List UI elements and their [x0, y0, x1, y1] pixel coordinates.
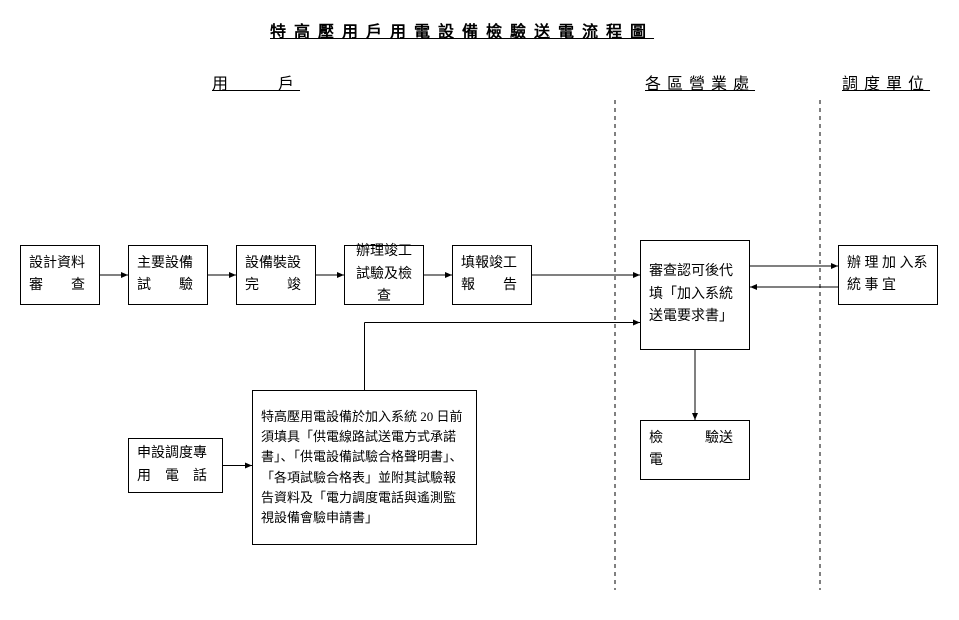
node-label: 審查認可後代填「加入系統送電要求書」 [649, 261, 741, 328]
node-label: 辦 理 加 入系 統 事 宜 [847, 253, 929, 298]
node-completion-test: 辦理竣工試驗及檢查 [344, 245, 424, 305]
node-review-fill: 審查認可後代填「加入系統送電要求書」 [640, 240, 750, 350]
node-label: 辦理竣工試驗及檢查 [353, 241, 415, 308]
node-report: 填報竣工報 告 [452, 245, 532, 305]
node-requirements-text: 特高壓用電設備於加入系統 20 日前須填具「供電線路試送電方式承諾書」、「供電設… [252, 390, 477, 545]
node-label: 設備裝設完 竣 [245, 253, 307, 298]
node-install-complete: 設備裝設完 竣 [236, 245, 316, 305]
flow-overlay [0, 0, 959, 620]
node-join-system: 辦 理 加 入系 統 事 宜 [838, 245, 938, 305]
node-dispatch-phone: 申設調度專用 電 話 [128, 438, 223, 493]
node-label: 主要設備試 驗 [137, 253, 199, 298]
node-label: 設計資料審 查 [29, 253, 91, 298]
node-equipment-test: 主要設備試 驗 [128, 245, 208, 305]
col-header-district: 各區營業處 [645, 70, 755, 94]
node-label: 特高壓用電設備於加入系統 20 日前須填具「供電線路試送電方式承諾書」、「供電設… [261, 407, 468, 528]
page-title: 特高壓用戶用電設備檢驗送電流程圖 [270, 18, 654, 42]
node-design-review: 設計資料審 查 [20, 245, 100, 305]
col-header-user: 用 戶 [212, 70, 300, 94]
node-inspect-power: 檢 驗送 電 [640, 420, 750, 480]
node-label: 檢 驗送 電 [649, 428, 741, 473]
node-label: 填報竣工報 告 [461, 253, 523, 298]
node-label: 申設調度專用 電 話 [137, 443, 214, 488]
col-header-dispatch: 調度單位 [842, 70, 930, 94]
